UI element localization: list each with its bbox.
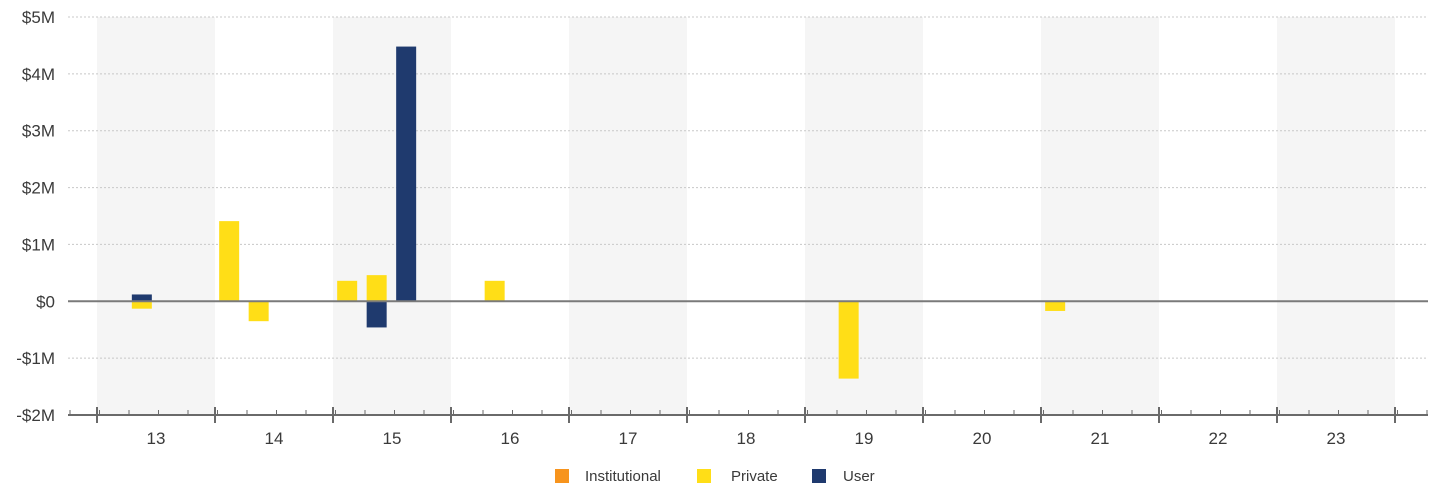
y-tick-label: -$1M	[16, 349, 55, 368]
x-tick-label: 13	[147, 429, 166, 448]
legend-label-private: Private	[731, 468, 778, 485]
x-tick-label: 16	[501, 429, 520, 448]
category-band	[333, 17, 451, 415]
bar-private-15	[366, 275, 387, 302]
bar-private-14	[219, 221, 240, 302]
bars	[131, 46, 1066, 379]
x-tick-label: 14	[265, 429, 284, 448]
y-axis-ticks: $5M $4M $3M $2M $1M $0 -$1M -$2M	[16, 8, 55, 425]
bar-private-15	[337, 280, 358, 302]
category-band	[1277, 17, 1395, 415]
category-band	[805, 17, 923, 415]
legend-label-user: User	[843, 468, 875, 485]
y-tick-label: $0	[36, 292, 55, 311]
y-tick-label: $2M	[22, 179, 55, 198]
x-tick-label: 23	[1327, 429, 1346, 448]
bar-user-15	[396, 46, 417, 302]
bar-user-15	[366, 301, 387, 328]
category-band	[1041, 17, 1159, 415]
legend: Institutional Private User	[555, 468, 875, 485]
bar-private-14	[248, 301, 269, 322]
gridlines	[68, 16, 1428, 359]
y-tick-label: $3M	[22, 122, 55, 141]
x-tick-label: 19	[855, 429, 874, 448]
y-tick-label: $4M	[22, 65, 55, 84]
y-tick-label: $5M	[22, 8, 55, 27]
category-band	[569, 17, 687, 415]
bar-user-13	[131, 294, 152, 302]
x-tick-label: 17	[619, 429, 638, 448]
y-tick-label: $1M	[22, 235, 55, 254]
legend-swatch-user	[812, 469, 826, 483]
y-tick-label: -$2M	[16, 406, 55, 425]
bar-private-19	[838, 301, 859, 379]
category-band	[97, 17, 215, 415]
bar-private-13	[131, 301, 152, 309]
bar-private-16	[484, 280, 505, 302]
category-bands	[97, 17, 1395, 415]
x-axis: 13 14 15 16 17 18 19 20 21 22 23	[68, 407, 1428, 448]
legend-label-institutional: Institutional	[585, 468, 661, 485]
x-tick-label: 18	[737, 429, 756, 448]
x-tick-label: 21	[1091, 429, 1110, 448]
bar-private-21	[1045, 301, 1066, 311]
legend-swatch-institutional	[555, 469, 569, 483]
x-tick-label: 22	[1209, 429, 1228, 448]
legend-swatch-private	[697, 469, 711, 483]
x-tick-label: 20	[973, 429, 992, 448]
x-tick-label: 15	[383, 429, 402, 448]
